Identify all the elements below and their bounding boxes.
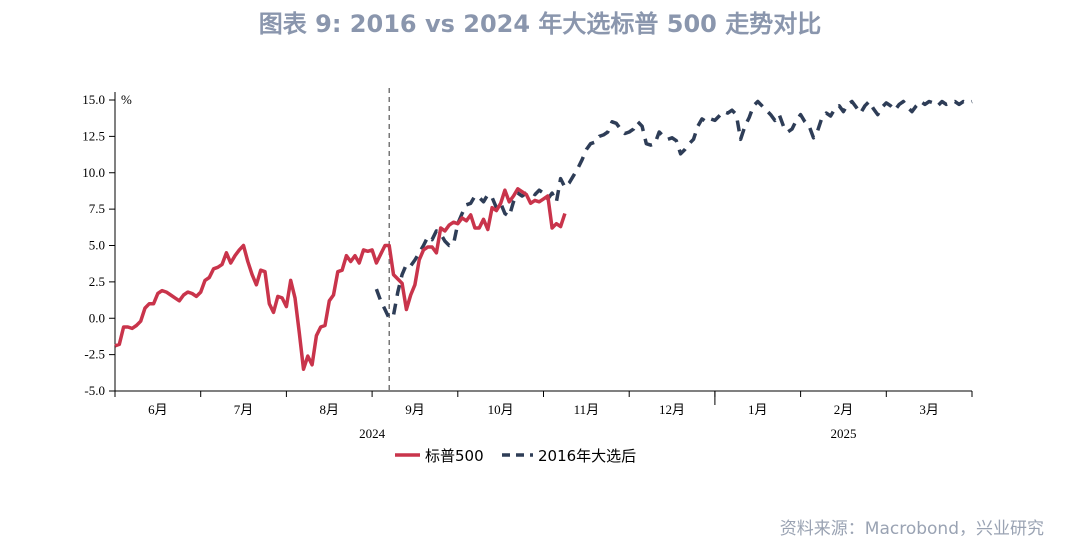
y-tick-label: -2.5 (84, 347, 105, 362)
legend-label-2016: 2016年大选后 (538, 447, 636, 465)
y-tick-label: 2.5 (89, 274, 105, 289)
source-note: 资料来源：Macrobond，兴业研究 (779, 519, 1044, 539)
y-tick-label: 12.5 (82, 128, 105, 143)
axes: 15.0 12.5 10.0 7.5 5.0 2.5 0.0 -2.5 -5.0% 6月 7月 8月 9… (82, 92, 973, 441)
x-tick-label: 2月 (834, 402, 854, 417)
year-label: 2025 (830, 426, 856, 441)
x-tick-label: 11月 (574, 402, 600, 417)
year-label: 2024 (359, 426, 386, 441)
y-tick-label: -5.0 (84, 383, 105, 398)
legend: 标普500 2016年大选后 (395, 447, 636, 465)
series-line-sp500 (114, 187, 567, 371)
x-tick-label: 1月 (748, 402, 768, 417)
x-tick-label: 12月 (659, 402, 685, 417)
x-tick-label: 8月 (319, 402, 339, 417)
x-tick-label: 9月 (405, 402, 425, 417)
y-tick-label: 0.0 (89, 310, 105, 325)
y-tick-label: 7.5 (89, 201, 105, 216)
x-tick-label: 6月 (148, 402, 168, 417)
y-tick-label: 5.0 (89, 238, 105, 253)
series-line-2016 (374, 99, 973, 321)
y-tick-label: 10.0 (82, 165, 105, 180)
legend-label-sp500: 标普500 (425, 447, 484, 465)
x-tick-label: 7月 (234, 402, 254, 417)
y-axis-unit: % (121, 92, 132, 107)
y-tick-label: 15.0 (82, 92, 105, 107)
x-tick-label: 10月 (488, 402, 514, 417)
series-layer (114, 99, 973, 371)
x-tick-label: 3月 (919, 402, 939, 417)
chart-title: 图表 9: 2016 vs 2024 年大选标普 500 走势对比 (258, 10, 822, 38)
